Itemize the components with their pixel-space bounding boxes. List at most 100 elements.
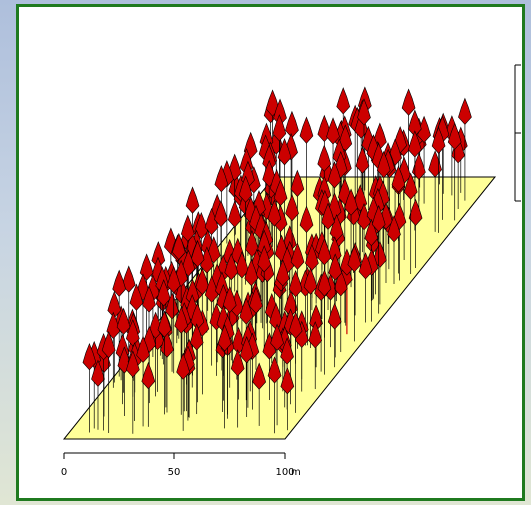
tree-crown xyxy=(156,279,171,307)
tree-crown xyxy=(270,323,284,351)
tree-crown xyxy=(308,321,323,349)
tree-crown xyxy=(257,245,272,273)
tree-crown xyxy=(239,297,254,325)
tree-crown xyxy=(176,352,190,380)
tree xyxy=(239,336,254,417)
tree-crown xyxy=(327,161,342,189)
tree-crown xyxy=(82,342,97,371)
tree-crown xyxy=(238,175,253,203)
tree xyxy=(160,330,174,413)
tree-crown xyxy=(230,349,245,377)
tree-crown xyxy=(227,200,242,228)
tree-crown xyxy=(244,258,259,287)
tree-crown xyxy=(344,188,358,216)
tree-crown xyxy=(387,215,401,243)
tree-crown xyxy=(412,152,426,180)
tree xyxy=(82,342,97,433)
tree-crown xyxy=(126,350,140,378)
tree xyxy=(189,323,204,415)
tree-crown xyxy=(160,330,174,358)
x-axis: 0 50 100 m xyxy=(61,452,301,478)
tree-crown xyxy=(305,243,319,271)
tree-crown xyxy=(245,229,259,258)
tree xyxy=(106,311,121,388)
tree-crown xyxy=(277,138,292,166)
tree xyxy=(257,245,272,349)
tree-crown xyxy=(136,335,150,364)
tree-crown xyxy=(447,122,462,150)
tree-crown xyxy=(326,117,340,145)
tree xyxy=(214,165,229,274)
tree-crown xyxy=(139,253,154,281)
tree-crown xyxy=(288,269,303,298)
tree-crown xyxy=(317,144,332,172)
tree xyxy=(249,286,263,370)
tree-crown xyxy=(333,269,348,297)
plot-frame: 0 50 100 m 0 20 40 m xyxy=(16,4,525,501)
tree-crown xyxy=(267,199,282,227)
tree-crown xyxy=(171,232,186,261)
tree xyxy=(267,356,282,434)
tree-crown xyxy=(408,198,423,226)
tree xyxy=(347,245,362,342)
tree-crown xyxy=(280,337,294,365)
tree xyxy=(176,352,190,431)
tree-crown xyxy=(190,240,205,268)
tree xyxy=(299,205,314,275)
tree xyxy=(141,361,156,427)
tree-crown xyxy=(357,98,371,126)
tree xyxy=(403,172,418,275)
tree-crown xyxy=(280,367,295,395)
tree xyxy=(217,324,232,429)
tree-crown xyxy=(148,311,163,339)
tree-crown xyxy=(141,361,156,390)
tree xyxy=(447,122,462,221)
x-tick-label-0: 0 xyxy=(61,467,67,478)
tree xyxy=(136,335,150,427)
tree-crown xyxy=(336,87,351,115)
tree-crown xyxy=(347,245,362,273)
tree xyxy=(252,362,267,426)
tree-crown xyxy=(121,265,136,293)
tree-crown xyxy=(180,214,195,242)
tree xyxy=(327,302,342,368)
tree xyxy=(101,330,116,434)
tree-crown xyxy=(357,203,371,231)
tree-crown xyxy=(408,130,422,158)
tree-crown xyxy=(401,88,416,116)
tree-crown xyxy=(194,212,209,240)
tree-crown xyxy=(185,186,200,214)
tree-crown xyxy=(214,199,228,228)
tree xyxy=(230,349,245,428)
tree xyxy=(270,323,284,426)
x-axis-unit: m xyxy=(291,467,301,478)
tree-crown xyxy=(112,269,127,297)
tree-crown xyxy=(299,116,314,144)
tree xyxy=(165,292,179,372)
forest-plot: 0 50 100 m 0 20 40 m xyxy=(61,64,521,478)
tree-crown xyxy=(181,249,196,277)
tree-crown xyxy=(116,307,131,335)
tree xyxy=(280,367,295,431)
tree-crown xyxy=(358,252,373,280)
tree-crown xyxy=(371,204,386,233)
x-tick-label-1: 50 xyxy=(168,467,181,478)
tree xyxy=(148,311,163,397)
tree xyxy=(288,311,303,413)
tree-crown xyxy=(239,336,254,364)
tree-crown xyxy=(267,356,282,384)
tree xyxy=(387,215,401,284)
tree xyxy=(91,359,105,430)
tree xyxy=(126,350,140,434)
tree-crown xyxy=(317,269,332,297)
tree-crown xyxy=(373,240,387,268)
tree-crown xyxy=(142,285,156,313)
tree-crown xyxy=(224,253,239,281)
tree-crown xyxy=(403,172,418,200)
tree-crown xyxy=(252,362,267,390)
tree-crown xyxy=(195,267,210,296)
tree-crown xyxy=(290,242,305,270)
tree-crown xyxy=(288,311,303,339)
tree xyxy=(235,251,249,339)
height-axis: 0 20 40 m xyxy=(514,64,521,202)
